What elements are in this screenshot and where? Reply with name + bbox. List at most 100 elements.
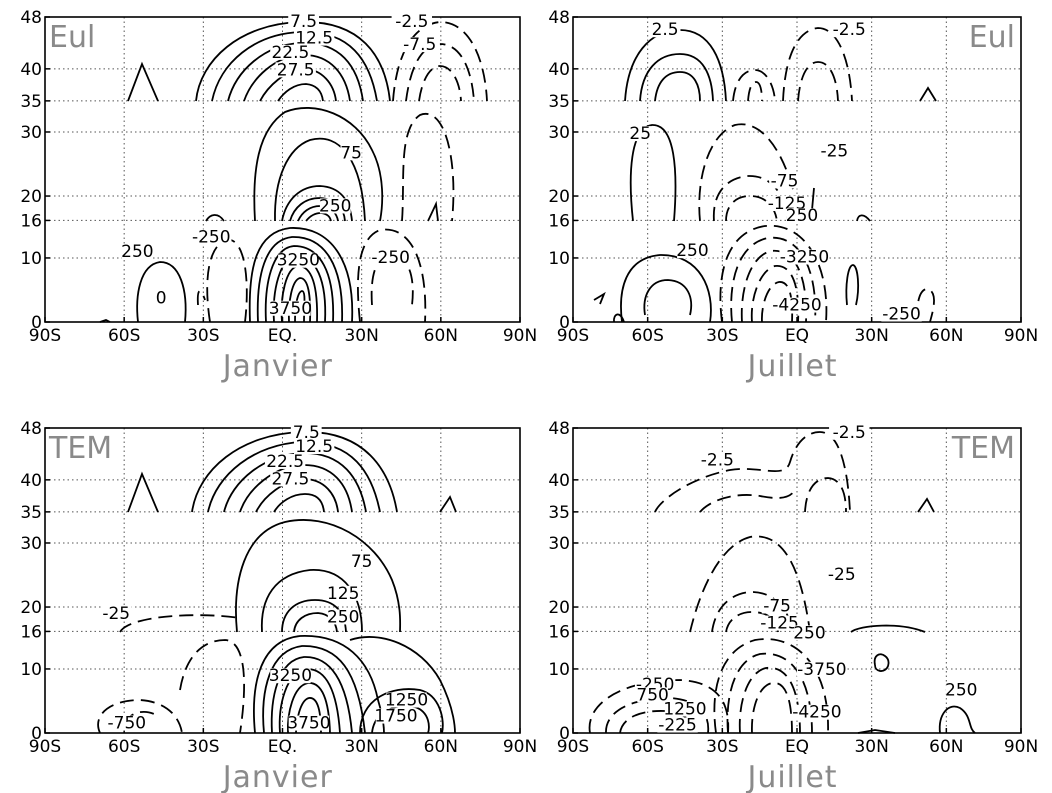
y-tick-label: 10 [20,660,42,680]
contour-label: -250 [192,227,231,247]
contour-label-bg [945,682,977,698]
x-tick-label: 90N [503,326,537,346]
panel-bottom-left: 90S 60S 30S EQ. 30N 60N 90N 0 10 16 20 30 35 40 48 TEM J… [20,419,537,793]
contour-label: 22.5 [271,43,309,63]
y-tick-label: 30 [20,123,42,143]
contour-label: 1750 [374,707,417,727]
y-tick-label: 0 [31,724,42,744]
contour-label-bg [327,609,359,625]
y-tick-label: 40 [548,60,570,80]
contour-label-bg [275,62,316,78]
contour-label: -4250 [792,703,841,723]
y-tick-label: 0 [559,724,570,744]
contour-label: 22.5 [266,452,304,472]
contour-label-bg [319,198,351,214]
contour-label-bg [375,708,417,724]
x-tick-label: 30N [344,737,378,757]
y-tick-label: 10 [548,660,570,680]
x-tick-label: 60S [108,326,140,346]
x-tick-label: 30N [854,737,888,757]
y-tick-label: 35 [548,503,570,523]
x-tick-label: 90S [29,737,61,757]
contour-label: 12.5 [295,437,333,457]
contour-label: 75 [351,552,373,572]
y-tick-label: 0 [31,313,42,333]
contour-label: -250 [371,248,410,268]
y-tick-label: 35 [548,92,570,112]
contour-label-bg [327,585,359,601]
y-tick-label: 16 [548,211,570,231]
contour-label-bg [779,249,830,265]
contour-label-bg [629,126,651,142]
contour-label-bg [769,173,800,189]
contour-label: 7.5 [293,423,320,443]
contour-label-bg [288,715,330,731]
contour-label: 250 [793,623,825,643]
contour-label-bg [829,424,870,440]
contour-label-bg [772,297,822,313]
y-tick-label: 30 [20,534,42,554]
x-tick-label: 30N [344,326,378,346]
y-tick-label: 40 [20,471,42,491]
contour-label-bg [761,598,793,614]
grid-lines [573,17,1021,322]
contour-label: 3750 [269,299,312,319]
x-tick-label: 30N [854,326,888,346]
contour-label: -75 [763,596,791,616]
y-tick-label: 40 [20,60,42,80]
y-tick-label: 16 [20,211,42,231]
contour-label: 250 [676,241,708,261]
contour-label-bg [399,37,440,53]
contour-label-bg [881,306,922,322]
marks: 90S 60S 30S EQ. 30N 60N 90N 0 10 16 20 30 35 40 48 Eul J… [20,8,537,384]
contour-label-bg [697,452,738,468]
contour-label: 12.5 [295,29,333,49]
contour-label: -2.5 [701,451,734,471]
contour-label: -3250 [780,248,829,268]
grid-lines [573,428,1021,733]
x-tick-label: 30S [706,326,738,346]
contour-label-bg [288,13,320,29]
contour-label-bg [270,44,311,60]
contour-label: -4250 [772,296,821,316]
contour-label-bg [270,471,311,487]
contour-label: 2.5 [652,20,679,40]
contour-label: 3750 [287,714,330,734]
contour-label-bg [278,252,319,268]
y-tick-label: 16 [548,622,570,642]
marks: 90S 60S 30S EQ. 30N 60N 90N 0 10 16 20 30 35 40 48 TEM J… [20,419,537,793]
contour-label-bg [791,704,842,720]
y-tick-label: 20 [548,598,570,618]
x-tick-label: 60N [929,737,963,757]
contour-label: 1250 [663,700,706,720]
contour-label-bg [191,229,232,245]
y-tick-label: 20 [548,187,570,207]
x-tick-label: 60S [108,737,140,757]
marks: 90S 60S 30S EQ 30N 60N 90N 0 10 16 20 30 35 40 48 Eul Ju… [548,8,1038,384]
contour-label-bg [293,30,335,46]
contour-label: 250 [786,206,818,226]
contour-label: -25 [820,141,848,161]
contour-label: -3750 [797,660,846,680]
contour-label: 25 [629,124,651,144]
contour-label: -225 [658,716,697,736]
contour-label-bg [794,625,825,641]
contour-label: -2.5 [395,12,428,32]
contour-label: -2.5 [833,20,866,40]
x-tick-label: EQ. [268,326,298,346]
contour-lines [593,27,937,323]
contour-label: 27.5 [277,60,315,80]
y-tick-label: 48 [20,8,42,28]
panel-corner-label: TEM [951,431,1015,466]
x-tick-label: 30S [187,737,219,757]
contour-label: 250 [121,242,153,262]
contour-label: 1250 [385,691,428,711]
contour-label-bg [649,22,681,38]
contour-label-bg [106,715,148,731]
x-tick-label: 90S [29,326,61,346]
y-tick-label: 35 [20,503,42,523]
contour-label-bg [818,143,850,159]
y-tick-label: 10 [548,249,570,269]
contour-label-bg [290,424,322,440]
x-tick-label: 90N [503,737,537,757]
